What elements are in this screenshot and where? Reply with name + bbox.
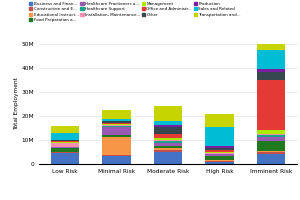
Bar [257,154,285,164]
Bar [257,134,285,135]
Bar [102,123,130,124]
Bar [51,147,79,148]
Bar [257,50,285,69]
Bar [206,150,234,152]
Bar [257,151,285,152]
Bar [51,153,79,164]
Bar [206,161,234,162]
Bar [257,72,285,80]
Bar [206,152,234,153]
Bar [206,153,234,154]
Bar [154,146,182,148]
Bar [154,138,182,140]
Bar [102,119,130,121]
Bar [102,155,130,156]
Bar [206,148,234,150]
Bar [51,126,79,133]
Bar [51,142,79,143]
Bar [51,143,79,147]
Bar [206,146,234,148]
Bar [102,126,130,127]
Bar [102,156,130,164]
Bar [154,148,182,150]
Bar [257,69,285,72]
Bar [154,140,182,141]
Bar [51,148,79,152]
Bar [102,127,130,135]
Bar [102,125,130,126]
Bar [257,137,285,141]
Bar [257,80,285,130]
Bar [154,125,182,127]
Y-axis label: Total Employment: Total Employment [14,78,19,130]
Bar [51,140,79,141]
Legend: Business and Finan..., Construction and E..., Educational Instruct..., Food Prep: Business and Finan..., Construction and … [29,2,241,22]
Bar [206,162,234,164]
Bar [154,141,182,143]
Bar [154,143,182,146]
Bar [154,150,182,152]
Bar [206,156,234,160]
Bar [206,114,234,127]
Bar [206,160,234,161]
Bar [154,121,182,125]
Bar [102,121,130,123]
Bar [154,127,182,134]
Bar [257,141,285,151]
Bar [154,152,182,164]
Bar [102,137,130,155]
Bar [206,154,234,156]
Bar [257,130,285,134]
Bar [257,152,285,154]
Bar [102,110,130,119]
Bar [51,133,79,140]
Bar [102,124,130,125]
Bar [102,135,130,137]
Bar [51,141,79,142]
Bar [51,152,79,153]
Bar [257,29,285,50]
Bar [154,106,182,121]
Bar [257,135,285,137]
Bar [154,134,182,138]
Bar [206,127,234,146]
